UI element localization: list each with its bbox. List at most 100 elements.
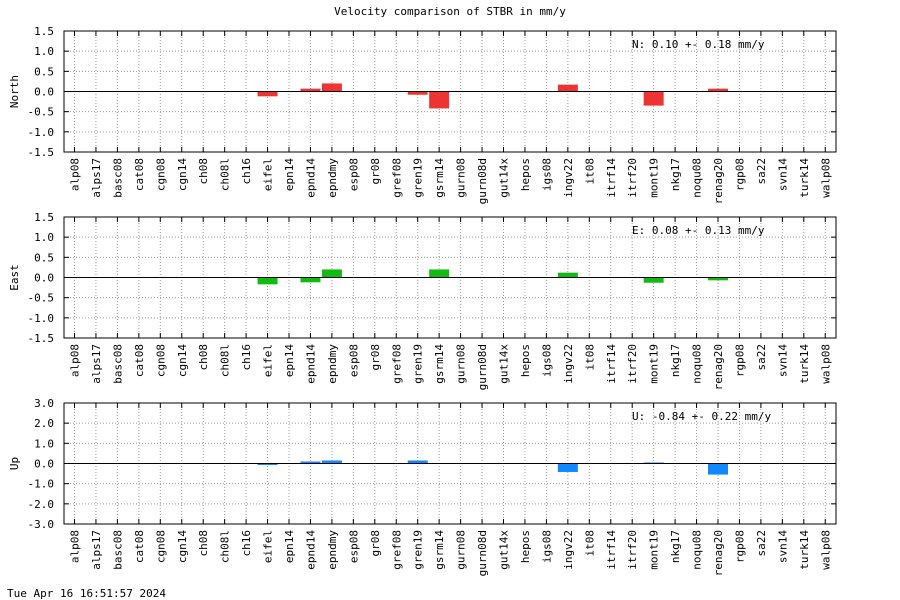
bar-gsrm14 xyxy=(429,269,450,278)
x-tick-label: ch08 xyxy=(197,344,210,371)
x-tick-label: esp08 xyxy=(347,530,360,563)
x-tick-label: cgn14 xyxy=(176,158,189,191)
x-tick-label: mont19 xyxy=(648,158,661,198)
bar-eifel xyxy=(257,277,278,285)
bar-epnd14 xyxy=(300,461,321,464)
x-tick-label: ch16 xyxy=(240,344,253,371)
x-tick-label: it08 xyxy=(583,530,596,557)
x-tick-label: hepos xyxy=(519,530,532,563)
x-tick-label: ch16 xyxy=(240,158,253,185)
x-tick-label: mont19 xyxy=(648,344,661,384)
x-tick-label: gref08 xyxy=(390,530,403,570)
x-tick-label: walp08 xyxy=(819,158,832,198)
x-tick-label: renag20 xyxy=(712,530,725,576)
y-tick-label: -1.5 xyxy=(28,332,55,345)
x-tick-label: epn14 xyxy=(283,158,296,191)
bar-gren19 xyxy=(407,460,428,464)
x-tick-label: gut14x xyxy=(498,530,511,570)
x-tick-label: basc08 xyxy=(111,158,124,198)
x-tick-label: walp08 xyxy=(819,530,832,570)
x-tick-label: gut14x xyxy=(498,158,511,198)
x-tick-label: epn14 xyxy=(283,530,296,563)
y-tick-label: -2.0 xyxy=(28,498,55,511)
x-tick-label: gurn08 xyxy=(455,530,468,570)
x-tick-label: ch08 xyxy=(197,530,210,557)
x-tick-label: epn14 xyxy=(283,344,296,377)
bar-epnd14 xyxy=(300,277,321,283)
y-tick-label: -1.0 xyxy=(28,312,55,325)
x-tick-label: turk14 xyxy=(798,530,811,570)
x-tick-label: gurn08d xyxy=(476,530,489,576)
bar-gren19 xyxy=(407,91,428,95)
x-tick-label: gsrm14 xyxy=(433,344,446,384)
x-tick-label: ch08l xyxy=(219,344,232,377)
x-tick-label: epnd14 xyxy=(304,530,317,570)
x-tick-label: sa22 xyxy=(755,344,768,371)
x-tick-label: nkg17 xyxy=(669,344,682,377)
bar-epndmy xyxy=(321,269,342,278)
x-tick-label: gr08 xyxy=(369,344,382,371)
x-tick-label: mont19 xyxy=(648,530,661,570)
x-tick-label: gut14x xyxy=(498,344,511,384)
x-tick-label: gurn08d xyxy=(476,158,489,204)
x-tick-label: gref08 xyxy=(390,344,403,384)
x-tick-label: hepos xyxy=(519,158,532,191)
x-tick-label: alp08 xyxy=(69,158,82,191)
stats-annotation: E: 0.08 +- 0.13 mm/y xyxy=(632,224,765,237)
x-tick-label: itrf20 xyxy=(626,158,639,198)
page-title: Velocity comparison of STBR in mm/y xyxy=(334,5,566,18)
x-tick-label: gr08 xyxy=(369,530,382,557)
x-tick-label: walp08 xyxy=(819,344,832,384)
x-tick-label: cgn08 xyxy=(154,158,167,191)
x-tick-label: it08 xyxy=(583,344,596,371)
x-tick-label: cat08 xyxy=(133,344,146,377)
x-tick-label: itrf20 xyxy=(626,344,639,384)
bar-ingv22 xyxy=(557,463,578,472)
x-tick-label: gurn08 xyxy=(455,158,468,198)
x-tick-label: gsrm14 xyxy=(433,158,446,198)
y-tick-label: -0.5 xyxy=(28,106,55,119)
x-tick-label: nkg17 xyxy=(669,158,682,191)
x-tick-label: epndmy xyxy=(326,530,339,570)
x-tick-label: itrf14 xyxy=(605,530,618,570)
x-tick-label: gref08 xyxy=(390,158,403,198)
y-tick-label: 1.5 xyxy=(34,211,54,224)
y-tick-label: -1.0 xyxy=(28,126,55,139)
x-tick-label: itrf14 xyxy=(605,344,618,384)
x-tick-label: cgn08 xyxy=(154,530,167,563)
x-tick-label: esp08 xyxy=(347,344,360,377)
x-tick-label: cat08 xyxy=(133,530,146,563)
x-tick-label: svn14 xyxy=(776,530,789,563)
x-tick-label: ingv22 xyxy=(562,530,575,570)
bar-epnd14 xyxy=(300,88,321,92)
x-tick-label: basc08 xyxy=(111,530,124,570)
bar-gsrm14 xyxy=(429,91,450,109)
plot-frame xyxy=(63,30,837,153)
x-tick-label: ch08l xyxy=(219,158,232,191)
bar-epndmy xyxy=(321,83,342,92)
y-tick-label: 0.5 xyxy=(34,65,54,78)
y-tick-label: 0.0 xyxy=(34,86,54,99)
x-tick-label: alps17 xyxy=(90,530,103,570)
x-tick-label: it08 xyxy=(583,158,596,185)
bar-ingv22 xyxy=(557,272,578,278)
x-tick-label: epndmy xyxy=(326,158,339,198)
x-tick-label: ch08 xyxy=(197,158,210,185)
y-tick-label: -1.0 xyxy=(28,478,55,491)
x-tick-label: cgn14 xyxy=(176,530,189,563)
timestamp: Tue Apr 16 16:51:57 2024 xyxy=(7,587,166,600)
y-tick-label: -0.5 xyxy=(28,292,55,305)
x-tick-label: epnd14 xyxy=(304,344,317,384)
bar-renag20 xyxy=(708,88,728,92)
x-tick-label: svn14 xyxy=(776,344,789,377)
x-tick-label: gurn08d xyxy=(476,344,489,390)
bar-epndmy xyxy=(321,460,342,464)
x-tick-label: turk14 xyxy=(798,344,811,384)
x-tick-label: alps17 xyxy=(90,344,103,384)
x-tick-label: igs08 xyxy=(540,530,553,563)
y-tick-label: 1.0 xyxy=(34,45,54,58)
x-tick-label: svn14 xyxy=(776,158,789,191)
bar-eifel xyxy=(257,463,278,465)
x-tick-label: basc08 xyxy=(111,344,124,384)
